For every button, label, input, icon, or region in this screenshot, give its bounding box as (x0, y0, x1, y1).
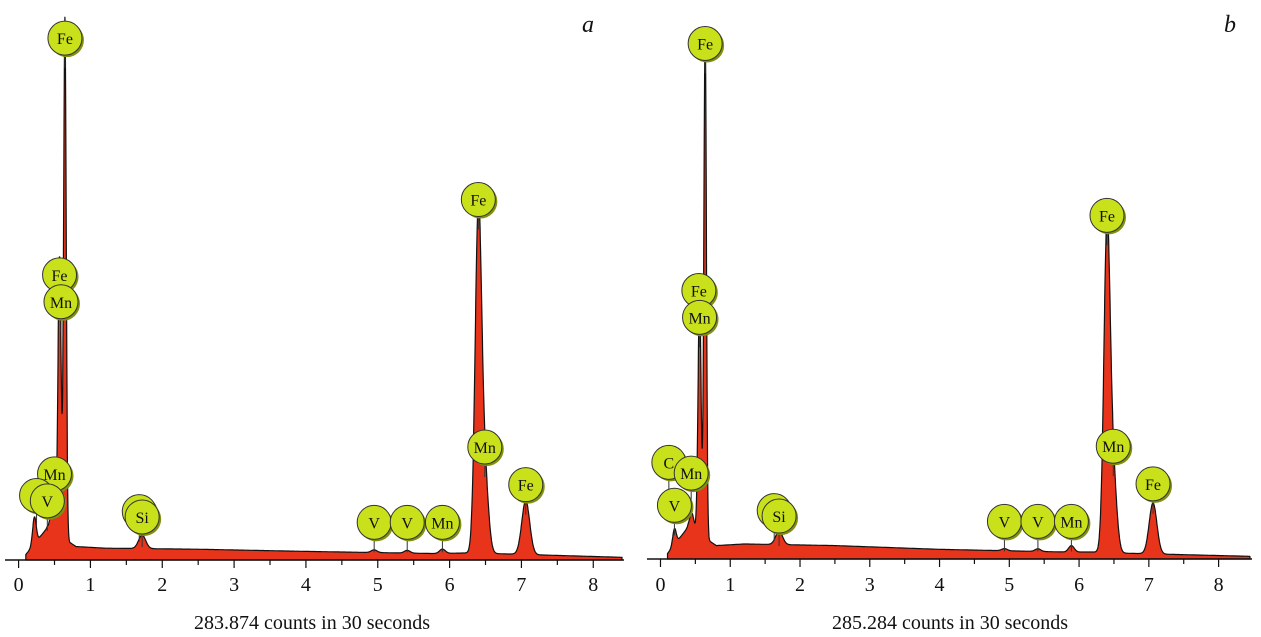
spectrum-panel-b: b 285.284 counts in 30 seconds 0 1 2 3 4 5 6 7 8… (647, 12, 1252, 634)
spectrum-area (25, 16, 623, 561)
marker-label: V (401, 515, 413, 532)
marker-label: C (664, 455, 675, 472)
x-tick-label: 7 (1144, 574, 1154, 596)
marker-label: Fe (57, 31, 73, 48)
x-tick-label: 0 (655, 574, 665, 596)
x-tick-label: 3 (229, 574, 239, 596)
marker-badge (467, 429, 503, 465)
marker-badge (656, 487, 692, 523)
marker-badge (682, 299, 718, 335)
marker-label: Si (135, 510, 149, 527)
marker-label: Fe (470, 193, 486, 210)
x-tick-label: 2 (795, 574, 805, 596)
x-tick-label: 1 (85, 574, 95, 596)
element-marker-mn: Mn (1095, 428, 1133, 477)
marker-badge (43, 284, 79, 320)
element-marker-v: V (656, 487, 694, 536)
panel-label-a: a (582, 12, 594, 38)
element-marker-fe: Fe (460, 182, 498, 230)
marker-badge (29, 483, 65, 519)
marker-badge (460, 182, 496, 218)
marker-label: Mn (431, 515, 453, 532)
element-marker-fe: Fe (687, 25, 725, 74)
element-marker-v: V (389, 504, 427, 553)
element-marker-v: V (1020, 503, 1057, 552)
marker-label: V (669, 498, 681, 515)
marker-label: V (1032, 514, 1044, 531)
marker-badge (424, 504, 460, 540)
x-tick-label: 8 (588, 574, 598, 596)
spectrum-panel-a: a 283.874 counts in 30 seconds 0 1 2 3 4 5 6 7 8… (5, 12, 624, 634)
marker-badge (389, 504, 425, 540)
x-tick-label: 4 (935, 574, 945, 596)
element-marker-fe: Fe (1089, 197, 1126, 246)
x-tick-label: 2 (157, 574, 167, 596)
marker-label: Fe (697, 36, 713, 53)
marker-badge (1089, 197, 1125, 233)
marker-badge (508, 467, 544, 503)
element-marker-fe: Fe (508, 467, 545, 515)
marker-label: Mn (43, 467, 65, 484)
x-tick-label: 3 (865, 574, 875, 596)
element-marker-mn: Mn (467, 429, 504, 478)
marker-label: Mn (1060, 514, 1082, 531)
element-marker-fe: Fe (42, 257, 79, 305)
marker-label: Fe (1099, 208, 1115, 225)
marker-badge (47, 20, 83, 56)
x-tick-label: 7 (516, 574, 526, 596)
element-marker-mn: Mn (673, 455, 711, 504)
marker-label: Mn (1102, 439, 1124, 456)
element-marker-si: Si (124, 499, 162, 547)
x-tick-label: 1 (725, 574, 735, 596)
x-axis-label-a: 283.874 counts in 30 seconds (194, 612, 430, 634)
x-tick-label: 0 (14, 574, 24, 596)
marker-label: V (368, 515, 380, 532)
x-tick-label: 5 (373, 574, 383, 596)
marker-badge (673, 455, 709, 491)
marker-badge (1053, 503, 1089, 539)
marker-label: Fe (518, 478, 534, 495)
element-marker-v: V (356, 504, 394, 553)
x-tick-label: 4 (301, 574, 311, 596)
marker-label: Mn (474, 440, 496, 457)
x-tick-label: 5 (1004, 574, 1014, 596)
marker-badge (124, 499, 160, 535)
marker-label: Fe (691, 284, 707, 301)
x-tick-label: 6 (445, 574, 455, 596)
element-marker-fe: Fe (47, 20, 84, 69)
marker-label: V (999, 514, 1011, 531)
marker-label: Si (772, 509, 786, 526)
marker-badge (1135, 466, 1171, 502)
marker-label: Fe (52, 268, 68, 285)
element-marker-mn: Mn (424, 504, 462, 553)
marker-label: V (42, 494, 54, 511)
element-marker-fe: Fe (1135, 466, 1173, 514)
marker-badge (687, 25, 723, 61)
x-tick-label: 8 (1214, 574, 1224, 596)
marker-label: Mn (680, 466, 702, 483)
marker-label: Fe (1145, 477, 1161, 494)
marker-badge (1095, 428, 1131, 464)
marker-label: Mn (688, 310, 710, 327)
element-marker-mn: Mn (682, 299, 719, 348)
element-marker-mn: Mn (43, 284, 80, 332)
x-tick-label: 6 (1074, 574, 1084, 596)
marker-badge (761, 498, 797, 534)
panel-label-b: b (1224, 12, 1236, 38)
element-marker-mn: Mn (1053, 503, 1091, 552)
x-axis-label-b: 285.284 counts in 30 seconds (832, 612, 1068, 634)
element-marker-v: V (986, 503, 1024, 552)
element-marker-v: V (29, 483, 67, 531)
marker-label: Mn (50, 295, 72, 312)
element-marker-si: Si (761, 498, 799, 547)
